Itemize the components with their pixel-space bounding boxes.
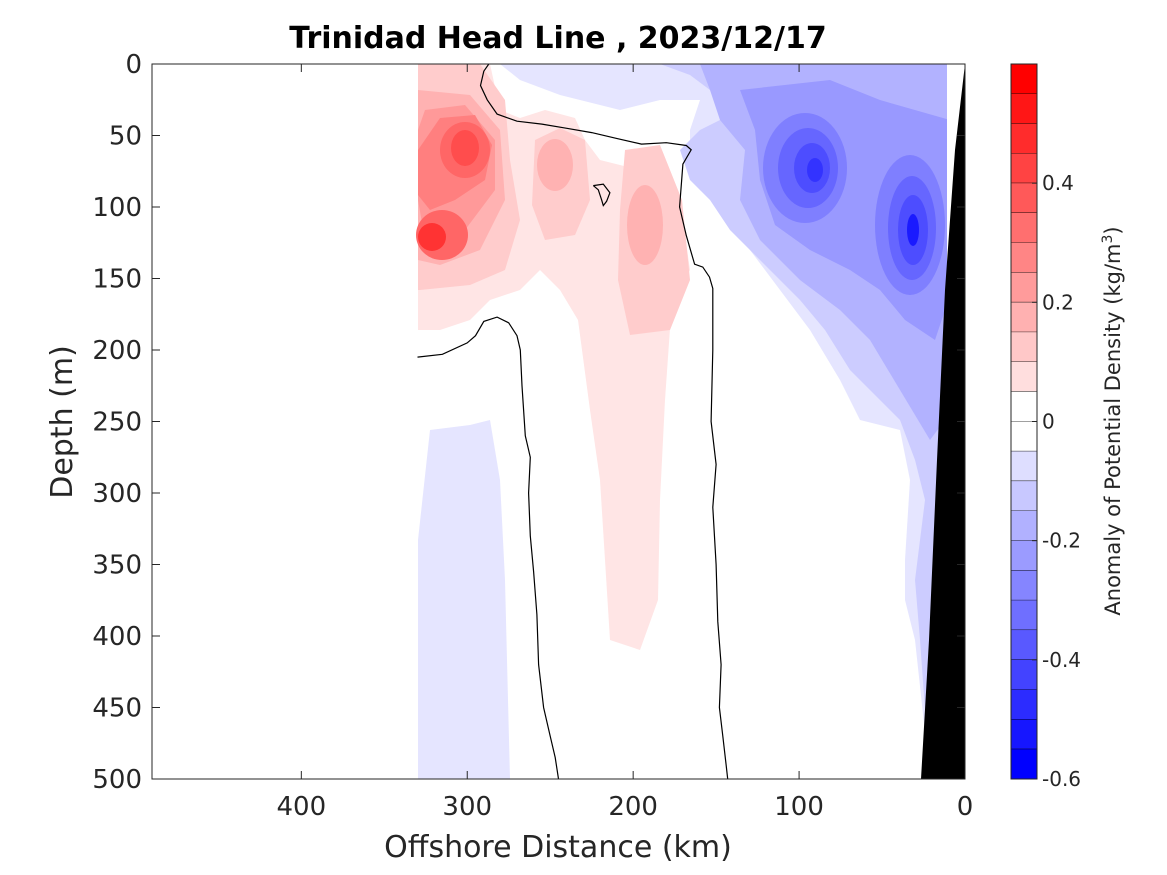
colorbar-band (1011, 212, 1037, 243)
y-axis-label: Depth (m) (45, 345, 80, 499)
y-tick-label: 50 (109, 122, 142, 152)
plot-area (416, 64, 965, 779)
colorbar-band (1011, 510, 1037, 541)
y-tick-label: 450 (92, 694, 142, 724)
colorbar-band (1011, 481, 1037, 511)
colorbar-band (1011, 93, 1037, 124)
colorbar-tick-label: 0.2 (1042, 290, 1074, 314)
y-tick-label: 0 (125, 50, 142, 80)
zero-contours (417, 64, 729, 779)
zero-contour-line (479, 64, 729, 779)
colorbar-band (1011, 302, 1037, 333)
colorbar-label-sup: 3 (1100, 235, 1116, 244)
colorbar-label-close: ) (1101, 226, 1125, 234)
positive-core (537, 139, 573, 191)
colorbar-band (1011, 153, 1037, 184)
colorbar-tick-label: 0 (1042, 410, 1055, 434)
colorbar-band (1011, 332, 1037, 362)
colorbar-band (1011, 123, 1037, 154)
x-axis-label: Offshore Distance (km) (384, 830, 732, 865)
positive-core (418, 223, 446, 251)
colorbar: 0.4 0.2 0 -0.2 -0.4 -0.6 (1010, 63, 1081, 791)
colorbar-tick-label: 0.4 (1042, 171, 1074, 195)
negative-core (807, 158, 823, 182)
y-axis: 0 50 100 150 200 250 300 350 400 450 500 (92, 50, 965, 795)
y-tick-label: 200 (92, 336, 142, 366)
negative-core (907, 214, 919, 246)
x-tick-label: 200 (608, 792, 658, 822)
anomaly-field (416, 64, 965, 779)
y-tick-label: 300 (92, 479, 142, 509)
colorbar-band (1011, 361, 1037, 392)
colorbar-band (1011, 540, 1037, 571)
y-tick-label: 150 (92, 265, 142, 295)
colorbar-band (1011, 689, 1037, 720)
y-tick-label: 100 (92, 193, 142, 223)
colorbar-band (1011, 421, 1037, 452)
colorbar-tick-label: -0.4 (1042, 648, 1081, 672)
chart-title: Trinidad Head Line , 2023/12/17 (289, 21, 826, 56)
x-tick-label: 300 (442, 792, 492, 822)
x-tick-label: 400 (277, 792, 327, 822)
negative-region-light (418, 420, 510, 779)
positive-core (627, 185, 663, 265)
y-tick-label: 350 (92, 551, 142, 581)
colorbar-band (1011, 64, 1037, 94)
colorbar-band (1011, 630, 1037, 660)
colorbar-band (1011, 600, 1037, 631)
colorbar-band (1011, 272, 1037, 303)
colorbar-band (1011, 242, 1037, 273)
colorbar-band (1011, 659, 1037, 690)
zero-contour-line (592, 183, 611, 207)
y-tick-label: 500 (92, 765, 142, 795)
colorbar-band (1011, 749, 1037, 779)
x-tick-label: 100 (774, 792, 824, 822)
y-tick-label: 250 (92, 408, 142, 438)
y-tick-label: 400 (92, 622, 142, 652)
positive-core (451, 130, 479, 166)
colorbar-label: Anomaly of Potential Density (kg/m3) (1100, 226, 1125, 615)
colorbar-tick-label: -0.6 (1042, 767, 1081, 791)
colorbar-band (1011, 451, 1037, 482)
colorbar-band (1011, 719, 1037, 750)
colorbar-tick-label: -0.2 (1042, 529, 1081, 553)
colorbar-band (1011, 183, 1037, 213)
bathymetry (921, 64, 965, 779)
x-axis: 400 300 200 100 0 (277, 64, 974, 822)
x-tick-label: 0 (957, 792, 974, 822)
colorbar-band (1011, 570, 1037, 601)
colorbar-band (1011, 391, 1037, 422)
colorbar-label-text: Anomaly of Potential Density (kg/m (1101, 244, 1125, 616)
zero-contour-line (417, 316, 560, 779)
